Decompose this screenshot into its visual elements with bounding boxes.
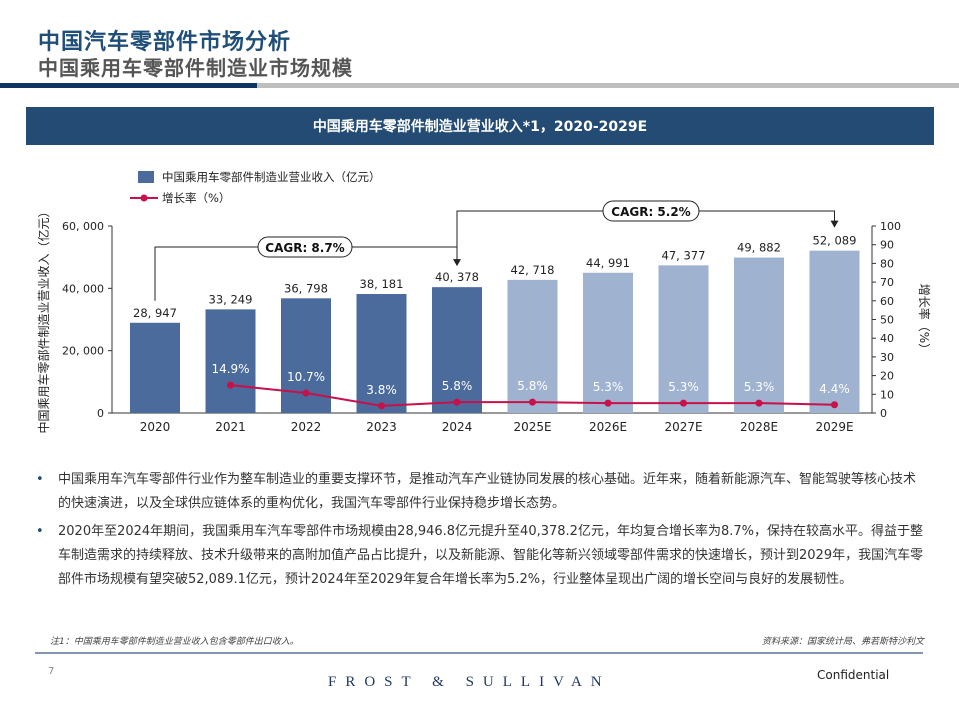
- x-tick-label: 2028E: [740, 420, 778, 434]
- growth-point: [680, 399, 687, 407]
- divider-dark: [0, 83, 257, 88]
- x-tick-label: 2026E: [589, 420, 627, 434]
- right-tick-label: 60: [880, 295, 894, 308]
- confidential-label: Confidential: [817, 668, 890, 682]
- bar-value-label: 40, 378: [435, 270, 479, 284]
- growth-label: 5.3%: [593, 380, 624, 394]
- bar: [658, 265, 709, 413]
- bar: [432, 287, 482, 413]
- growth-label: 10.7%: [287, 370, 325, 384]
- bar: [507, 279, 558, 413]
- right-tick-label: 50: [880, 314, 894, 327]
- left-axis-title: 中国乘用车零部件制造业营业收入（亿元）: [36, 205, 51, 433]
- left-tick-label: 0: [97, 407, 104, 420]
- growth-point: [227, 381, 234, 389]
- page-subtitle: 中国乘用车零部件制造业市场规模: [38, 56, 353, 80]
- page-number: 7: [48, 666, 55, 677]
- growth-label: 14.9%: [211, 362, 249, 376]
- bar-value-label: 42, 718: [511, 263, 555, 277]
- x-tick-label: 2022: [291, 420, 322, 434]
- left-tick-label: 60, 000: [62, 220, 104, 233]
- cagr-box: [602, 200, 700, 222]
- right-axis-title: 增长率（%）: [917, 284, 932, 355]
- bar-value-label: 38, 181: [360, 277, 404, 291]
- legend-bar-label: 中国乘用车零部件制造业营业收入（亿元）: [162, 170, 381, 184]
- bar-value-label: 47, 377: [662, 248, 706, 262]
- arrow-icon: [453, 259, 461, 267]
- legend-bar-swatch: [138, 171, 154, 183]
- chart-banner: 中国乘用车零部件制造业营业收入*1，2020-2029E: [26, 107, 934, 145]
- x-tick-label: 2024: [442, 420, 473, 434]
- bar-value-label: 36, 798: [284, 281, 328, 295]
- cagr-box: [257, 236, 353, 258]
- growth-point: [604, 399, 612, 407]
- cagr-label: CAGR: 8.7%: [265, 241, 344, 255]
- bar-value-label: 28, 947: [133, 306, 177, 320]
- right-tick-label: 100: [880, 220, 901, 233]
- growth-label: 4.4%: [819, 382, 850, 396]
- cagr-label: CAGR: 5.2%: [611, 205, 690, 219]
- right-tick-label: 20: [880, 370, 894, 383]
- divider-grey: [257, 83, 959, 88]
- right-tick-label: 40: [880, 332, 894, 345]
- x-tick-label: 2029E: [815, 420, 853, 434]
- bullet-2: • 2020年至2024年期间，我国乘用车汽车零部件市场规模由28,946.8亿元…: [36, 520, 926, 592]
- bar: [356, 294, 407, 413]
- growth-label: 3.8%: [366, 383, 397, 397]
- growth-point: [453, 398, 461, 406]
- bar: [734, 257, 784, 413]
- growth-point: [831, 401, 838, 409]
- bar-value-label: 44, 991: [586, 256, 630, 270]
- logo: FROST & SULLIVAN: [328, 674, 611, 690]
- growth-point: [529, 398, 536, 406]
- x-tick-label: 2027E: [664, 420, 702, 434]
- x-tick-label: 2021: [215, 420, 246, 434]
- bar: [809, 250, 860, 413]
- x-tick-label: 2020: [140, 420, 171, 434]
- growth-point: [755, 399, 763, 407]
- chart: 0 20, 000 40, 000 60, 000 0 10 20 30 40 50 60 70 80 9…: [36, 170, 932, 434]
- right-tick-label: 80: [880, 257, 894, 270]
- growth-label: 5.8%: [517, 379, 548, 393]
- x-tick-label: 2025E: [513, 420, 551, 434]
- legend-line-label: 增长率（%）: [162, 191, 230, 205]
- x-tick-label: 2023: [366, 420, 397, 434]
- footnote: 注1：中国乘用车零部件制造业营业收入包含零部件出口收入。: [50, 637, 299, 647]
- left-tick-label: 40, 000: [62, 282, 104, 295]
- page-title: 中国汽车零部件市场分析: [38, 30, 292, 55]
- bar: [130, 322, 180, 413]
- footer-divider: [35, 652, 923, 654]
- right-tick-label: 30: [880, 351, 894, 364]
- bullet-text: 中国乘用车汽车零部件行业作为整车制造业的重要支撑环节，是推动汽车产业链协同发展的…: [58, 472, 917, 511]
- right-tick-label: 90: [880, 239, 894, 252]
- bar: [583, 272, 633, 413]
- bullet-1: • 中国乘用车汽车零部件行业作为整车制造业的重要支撑环节，是推动汽车产业链协同发展…: [36, 468, 926, 516]
- growth-point: [378, 402, 385, 410]
- left-tick-label: 20, 000: [62, 345, 104, 358]
- bullet-text: 2020年至2024年期间，我国乘用车汽车零部件市场规模由28,946.8亿元提…: [58, 524, 924, 587]
- bar-value-label: 49, 882: [737, 241, 781, 255]
- growth-point: [302, 389, 310, 397]
- right-tick-label: 10: [880, 388, 894, 401]
- growth-label: 5.3%: [744, 380, 775, 394]
- bar: [205, 309, 256, 413]
- bar-value-label: 33, 249: [209, 292, 253, 306]
- arrow-icon: [830, 220, 839, 228]
- growth-label: 5.3%: [668, 380, 699, 394]
- source: 资料来源：国家统计局、弗若斯特沙利文: [761, 637, 924, 647]
- right-tick-label: 0: [880, 407, 887, 420]
- growth-label: 5.8%: [442, 379, 473, 393]
- right-tick-label: 70: [880, 276, 894, 289]
- legend-line-marker: [140, 194, 148, 202]
- bar-value-label: 52, 089: [813, 234, 857, 248]
